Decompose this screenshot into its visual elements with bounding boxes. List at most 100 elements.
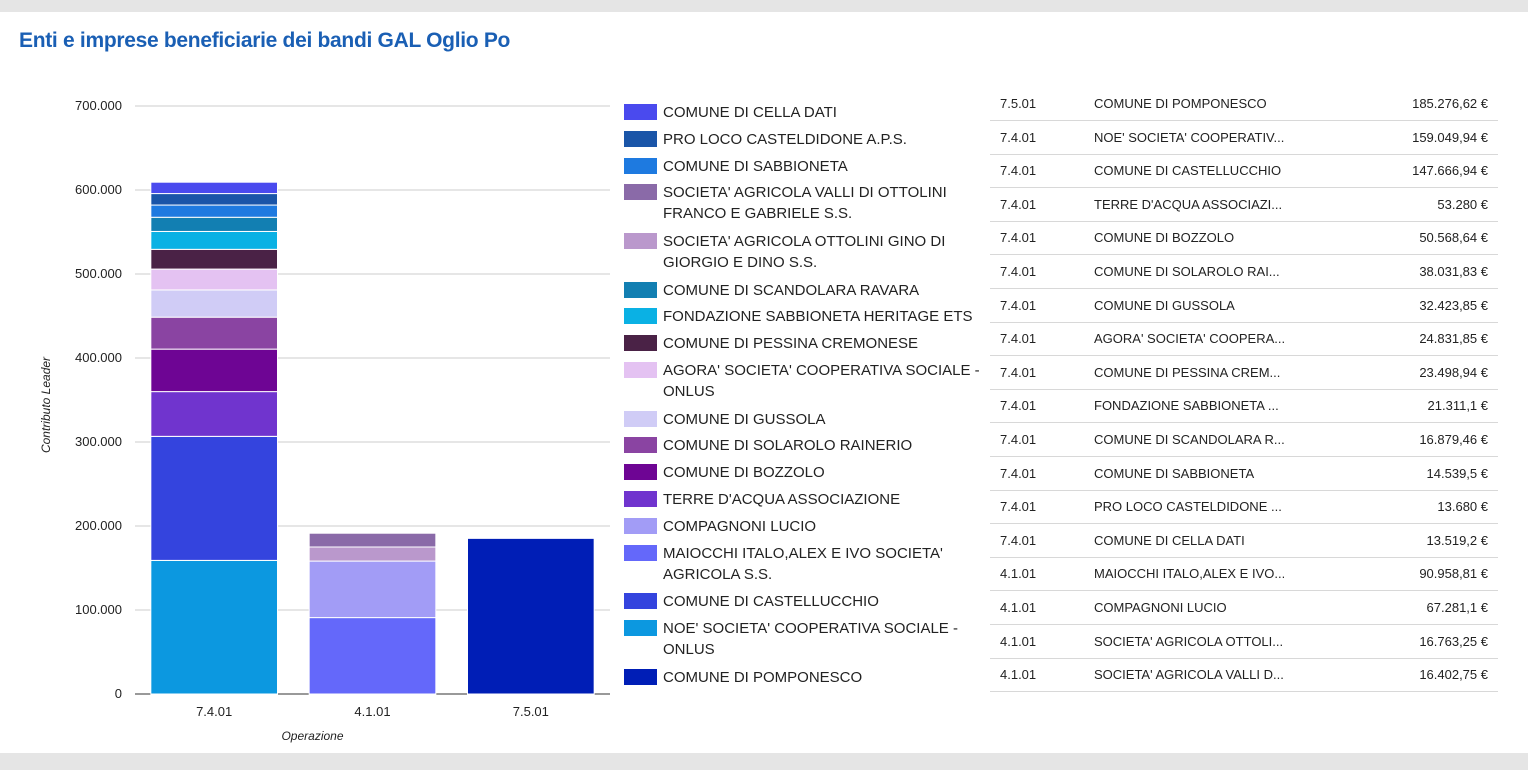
bar-segment[interactable]: PRO LOCO CASTELDIDONE A.P.S.: 13680	[150, 193, 278, 206]
table-row[interactable]: 7.4.01 COMUNE DI SOLAROLO RAI... 38.031,83…	[990, 255, 1498, 289]
bar-segment[interactable]: FONDAZIONE SABBIONETA HERITAGE ETS: 2131…	[150, 230, 278, 250]
table-row[interactable]: 7.4.01 COMUNE DI CELLA DATI 13.519,2 €	[990, 524, 1498, 558]
bar-segment[interactable]: COMPAGNONI LUCIO: 67281.1	[308, 560, 437, 619]
bar-segment[interactable]: COMUNE DI POMPONESCO: 185276.62	[467, 537, 595, 695]
bar-segment[interactable]: COMUNE DI BOZZOLO: 50568.64	[150, 348, 278, 393]
legend-label: COMUNE DI PESSINA CREMONESE	[663, 335, 919, 353]
amount-cell: 14.539,5 €	[1426, 465, 1488, 481]
operation-cell: 7.4.01	[1000, 264, 1037, 279]
operation-cell: 7.4.01	[1000, 230, 1037, 246]
beneficiary-cell: TERRE D'ACQUA ASSOCIAZI...	[1094, 196, 1283, 212]
operation-cell: 7.4.01	[1000, 163, 1037, 179]
operation-cell: 7.4.01	[1000, 364, 1037, 380]
operation-cell: 7.4.01	[1000, 532, 1037, 548]
legend-swatch	[624, 184, 657, 201]
bar-segment[interactable]: SOCIETA' AGRICOLA VALLI DI OTTOLINI FRAN…	[308, 532, 437, 548]
bar-segment[interactable]: COMUNE DI GUSSOLA: 32423.85	[150, 289, 278, 318]
bar-segment[interactable]: COMUNE DI CASTELLUCCHIO: 147666.94	[150, 435, 278, 561]
bar-segment[interactable]: COMUNE DI CELLA DATI: 13519.2	[150, 181, 278, 195]
bar-segment[interactable]: NOE' SOCIETA' COOPERATIVA SOCIALE - ONLU…	[150, 559, 278, 695]
bar-segment[interactable]: SOCIETA' AGRICOLA OTTOLINI GINO DI GIORG…	[308, 546, 437, 562]
beneficiary-cell: COMUNE DI SOLAROLO RAI...	[1094, 264, 1280, 279]
table-row[interactable]: 4.1.01 COMPAGNONI LUCIO 67.281,1 €	[990, 591, 1498, 625]
legend-label: COMUNE DI SCANDOLARA RAVARA	[663, 281, 920, 299]
table-row[interactable]: 7.4.01 COMUNE DI GUSSOLA 32.423,85 €	[990, 289, 1498, 323]
legend-label: COMUNE DI SOLAROLO RAINERIO	[663, 437, 913, 455]
legend-label: PRO LOCO CASTELDIDONE A.P.S.	[663, 130, 907, 148]
operation-cell: 7.4.01	[1000, 129, 1037, 145]
table-row[interactable]: 7.4.01 COMUNE DI CASTELLUCCHIO 147.666,94 …	[990, 154, 1498, 189]
y-axis-title: Contributo Leader	[39, 356, 53, 453]
operation-cell: 7.4.01	[1000, 196, 1037, 212]
table-row[interactable]: 4.1.01 MAIOCCHI ITALO,ALEX E IVO... 90.958…	[990, 557, 1498, 592]
legend-swatch	[624, 335, 657, 352]
beneficiary-cell: COMUNE DI SCANDOLARA R...	[1094, 432, 1284, 447]
table-row[interactable]: 7.4.01 FONDAZIONE SABBIONETA ... 21.311,1 …	[990, 389, 1498, 424]
beneficiary-cell: SOCIETA' AGRICOLA VALLI D...	[1094, 667, 1284, 683]
legend-swatch	[624, 130, 657, 147]
legend-label: COMUNE DI CELLA DATI	[663, 104, 837, 121]
beneficiary-cell: COMUNE DI SABBIONETA	[1094, 465, 1255, 481]
bar-segment[interactable]: MAIOCCHI ITALO,ALEX E IVO SOCIETA' AGRIC…	[308, 617, 437, 695]
operation-cell: 7.5.01	[1000, 96, 1037, 111]
beneficiary-cell: SOCIETA' AGRICOLA OTTOLI...	[1094, 633, 1284, 649]
table-row[interactable]: 7.5.01 COMUNE DI POMPONESCO 185.276,62 €	[990, 87, 1498, 121]
legend-swatch	[624, 410, 657, 427]
legend-swatch	[624, 362, 657, 378]
legend-swatch	[624, 593, 657, 610]
table-row[interactable]: 7.4.01 NOE' SOCIETA' COOPERATIV... 159.049…	[990, 121, 1498, 155]
x-tick-label: 7.4.01	[196, 704, 232, 719]
bar-segment[interactable]: TERRE D'ACQUA ASSOCIAZIONE: 53280	[150, 391, 278, 437]
operation-cell: 4.1.01	[1000, 600, 1037, 615]
legend-label: NOE' SOCIETA' COOPERATIVA SOCIALE - ONLU…	[663, 620, 958, 658]
table-row[interactable]: 7.4.01 COMUNE DI PESSINA CREM... 23.498,94…	[990, 356, 1498, 390]
table-row[interactable]: 4.1.01 SOCIETA' AGRICOLA VALLI D... 16.402…	[990, 658, 1498, 693]
legend-swatch	[624, 437, 657, 454]
page-title: Enti e imprese beneficiarie dei bandi GA…	[19, 29, 511, 52]
legend-swatch	[624, 464, 657, 481]
table-row[interactable]: 7.4.01 COMUNE DI SCANDOLARA R... 16.879,46…	[990, 423, 1498, 457]
x-axis-title: Operazione	[281, 729, 343, 743]
amount-cell: 21.311,1 €	[1427, 398, 1488, 414]
amount-cell: 159.049,94 €	[1412, 129, 1488, 145]
bar-segment[interactable]: COMUNE DI SCANDOLARA RAVARA: 16879.46	[150, 216, 278, 232]
table-row[interactable]: 7.4.01 COMUNE DI BOZZOLO 50.568,64 €	[990, 221, 1498, 256]
legend-label: TERRE D'ACQUA ASSOCIAZIONE	[663, 491, 901, 508]
beneficiary-cell: COMPAGNONI LUCIO	[1094, 600, 1227, 615]
table-row[interactable]: 7.4.01 COMUNE DI SABBIONETA 14.539,5 €	[990, 457, 1498, 491]
beneficiary-cell: MAIOCCHI ITALO,ALEX E IVO...	[1094, 566, 1284, 582]
table-row[interactable]: 7.4.01 AGORA' SOCIETA' COOPERA... 24.831,8…	[990, 322, 1498, 357]
bar-segment[interactable]: AGORA' SOCIETA' COOPERATIVA SOCIALE - ON…	[150, 268, 278, 291]
y-tick-label: 500.000	[75, 266, 122, 281]
operation-cell: 7.4.01	[1000, 331, 1037, 347]
bar-segment[interactable]: COMUNE DI SABBIONETA: 14539.5	[150, 204, 278, 218]
legend-label: FONDAZIONE SABBIONETA HERITAGE ETS	[663, 308, 973, 326]
table-row[interactable]: 4.1.01 SOCIETA' AGRICOLA OTTOLI... 16.763,…	[990, 625, 1498, 659]
amount-cell: 147.666,94 €	[1412, 163, 1488, 179]
legend-label: COMUNE DI SABBIONETA	[663, 157, 848, 175]
operation-cell: 7.4.01	[1000, 465, 1037, 481]
y-tick-label: 0	[115, 686, 122, 701]
amount-cell: 32.423,85 €	[1419, 297, 1488, 313]
amount-cell: 16.879,46 €	[1419, 432, 1488, 447]
y-tick-label: 100.000	[75, 602, 122, 617]
legend-label: SOCIETA' AGRICOLA OTTOLINI GINO DI GIORG…	[663, 233, 946, 271]
bar-segment[interactable]: COMUNE DI PESSINA CREMONESE: 23498.94	[150, 248, 278, 270]
amount-cell: 67.281,1 €	[1426, 600, 1488, 615]
table-row[interactable]: 7.4.01 TERRE D'ACQUA ASSOCIAZI... 53.280 €	[990, 188, 1498, 222]
y-tick-label: 400.000	[75, 350, 122, 365]
amount-cell: 16.402,75 €	[1419, 667, 1488, 683]
report-panel: Enti e imprese beneficiarie dei bandi GA…	[0, 12, 1528, 753]
table-row[interactable]: 7.4.01 PRO LOCO CASTELDIDONE ... 13.680 €	[990, 490, 1498, 525]
beneficiary-cell: FONDAZIONE SABBIONETA ...	[1094, 398, 1279, 414]
amount-cell: 53.280 €	[1437, 196, 1488, 212]
legend-label: COMUNE DI POMPONESCO	[663, 668, 863, 686]
x-tick-label: 7.5.01	[513, 704, 549, 719]
legend-swatch	[624, 233, 657, 249]
legend-swatch	[624, 491, 657, 507]
bar-segment[interactable]: COMUNE DI SOLAROLO RAINERIO: 38031.83	[150, 316, 278, 350]
legend-swatch	[624, 517, 657, 534]
legend-swatch	[624, 157, 657, 174]
amount-cell: 50.568,64 €	[1419, 230, 1488, 246]
operation-cell: 7.4.01	[1000, 432, 1037, 447]
